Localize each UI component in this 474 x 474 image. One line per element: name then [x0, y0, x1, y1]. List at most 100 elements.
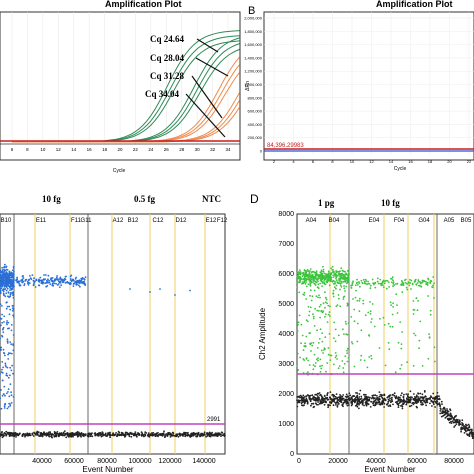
panel-c-droplet: [201, 432, 204, 435]
panel-d-droplet: [315, 358, 318, 361]
panel-d-droplet: [304, 282, 307, 285]
panel-c-droplet: [30, 278, 33, 281]
panel-d-droplet: [346, 282, 348, 285]
panel-d-droplet: [314, 307, 317, 310]
panel-c-droplet: [6, 275, 9, 277]
panel-d-droplet: [334, 328, 337, 331]
panel-d-droplet: [348, 272, 350, 275]
panel-d-droplet: [393, 394, 396, 397]
panel-c-droplet: [5, 268, 8, 271]
panel-d-droplet: [302, 349, 305, 351]
panel-d-droplet: [309, 289, 312, 292]
panel-d-droplet: [419, 392, 422, 395]
panel-a-x-tick: 8: [26, 147, 29, 152]
panel-c-droplet: [82, 433, 85, 436]
panel-d-droplet: [353, 365, 356, 368]
panel-c-droplet: [52, 434, 55, 436]
panel-d-droplet: [465, 423, 467, 426]
panel-d-droplet: [391, 276, 394, 279]
panel-d-group-10fg: 10 fg: [381, 198, 400, 208]
panel-d-y-tick: 5000: [278, 301, 294, 308]
panel-d-droplet: [385, 403, 388, 406]
panel-d-droplet: [378, 400, 381, 403]
panel-d-droplet: [403, 399, 405, 402]
panel-d-droplet: [346, 404, 349, 407]
panel-d-droplet: [335, 404, 337, 406]
panel-d-y-label: Ch2 Amplitude: [258, 307, 267, 360]
panel-c-droplet: [223, 433, 225, 435]
panel-d-droplet: [382, 401, 385, 404]
panel-d-droplet: [335, 393, 338, 395]
panel-d-droplet: [421, 402, 424, 404]
panel-d-droplet: [339, 288, 341, 291]
panel-c-droplet: [191, 432, 193, 435]
panel-d-droplet: [337, 367, 340, 370]
panel-d-droplet: [382, 286, 385, 288]
panel-c-droplet: [196, 434, 199, 436]
panel-d-droplet: [400, 400, 402, 402]
panel-d-droplet: [414, 396, 417, 399]
panel-d-droplet: [303, 279, 306, 282]
panel-c-droplet: [28, 279, 31, 281]
panel-c-droplet: [6, 287, 9, 290]
panel-c-droplet: [0, 276, 1, 278]
panel-c-droplet: [39, 276, 42, 279]
panel-d-droplet: [366, 402, 369, 405]
panel-d-droplet: [375, 398, 377, 401]
panel-d-droplet: [367, 399, 370, 401]
panel-c-droplet: [10, 352, 13, 355]
panel-d-droplet: [355, 396, 357, 399]
panel-d-droplet: [453, 426, 455, 428]
panel-c-droplet: [87, 433, 89, 436]
panel-d-droplet: [417, 392, 420, 395]
panel-d-droplet: [342, 394, 345, 396]
panel-c-droplet: [66, 432, 69, 434]
panel-d-droplet: [305, 281, 307, 283]
panel-d-droplet: [298, 291, 301, 294]
panel-c-droplet: [41, 435, 44, 438]
panel-d-droplet: [365, 395, 368, 398]
panel-d-droplet: [450, 422, 453, 424]
panel-d-droplet: [367, 311, 370, 314]
panel-c-droplet: [182, 433, 185, 436]
panel-d-droplet: [345, 399, 348, 402]
panel-d-droplet: [452, 421, 455, 424]
panel-d-droplet: [330, 354, 333, 357]
panel-d-droplet: [324, 296, 327, 299]
panel-d-droplet: [324, 313, 327, 316]
panel-d-droplet: [335, 287, 337, 290]
panel-d-droplet: [305, 278, 308, 281]
panel-d-droplet: [318, 305, 321, 308]
panel-c-droplet: [51, 284, 54, 287]
panel-d-droplet: [319, 271, 322, 274]
panel-d-droplet: [298, 395, 301, 398]
panel-d-droplet: [363, 280, 366, 283]
panel-d-droplet: [322, 265, 324, 268]
panel-d-droplet: [366, 366, 369, 369]
panel-d-droplet: [339, 394, 341, 396]
panel-c-droplet: [197, 431, 200, 434]
panel-d-droplet: [300, 399, 303, 401]
panel-d-droplet: [337, 399, 340, 401]
panel-c-droplet: [79, 285, 81, 288]
panel-d-droplet: [411, 282, 414, 285]
panel-c-droplet: [2, 328, 4, 330]
panel-d-droplet: [342, 298, 345, 300]
panel-d-droplet: [444, 411, 446, 414]
panel-c-droplet: [171, 433, 173, 436]
panel-d-droplet: [327, 406, 329, 409]
panel-b-x-tick: 12: [369, 159, 374, 164]
panel-d-droplet: [322, 277, 324, 279]
panel-d-droplet: [427, 295, 430, 297]
panel-d-droplet: [346, 349, 348, 352]
panel-d-droplet: [356, 281, 359, 284]
panel-d-droplet: [399, 401, 401, 404]
panel-c-droplet: [84, 434, 87, 437]
panel-c-droplet: [114, 433, 117, 436]
panel-d-droplet: [340, 285, 343, 288]
panel-d-droplet: [329, 396, 331, 399]
panel-d-droplet: [417, 401, 420, 403]
panel-c-droplet: [147, 433, 150, 436]
panel-d-droplet: [354, 400, 357, 403]
panel-d-droplet: [298, 400, 300, 402]
